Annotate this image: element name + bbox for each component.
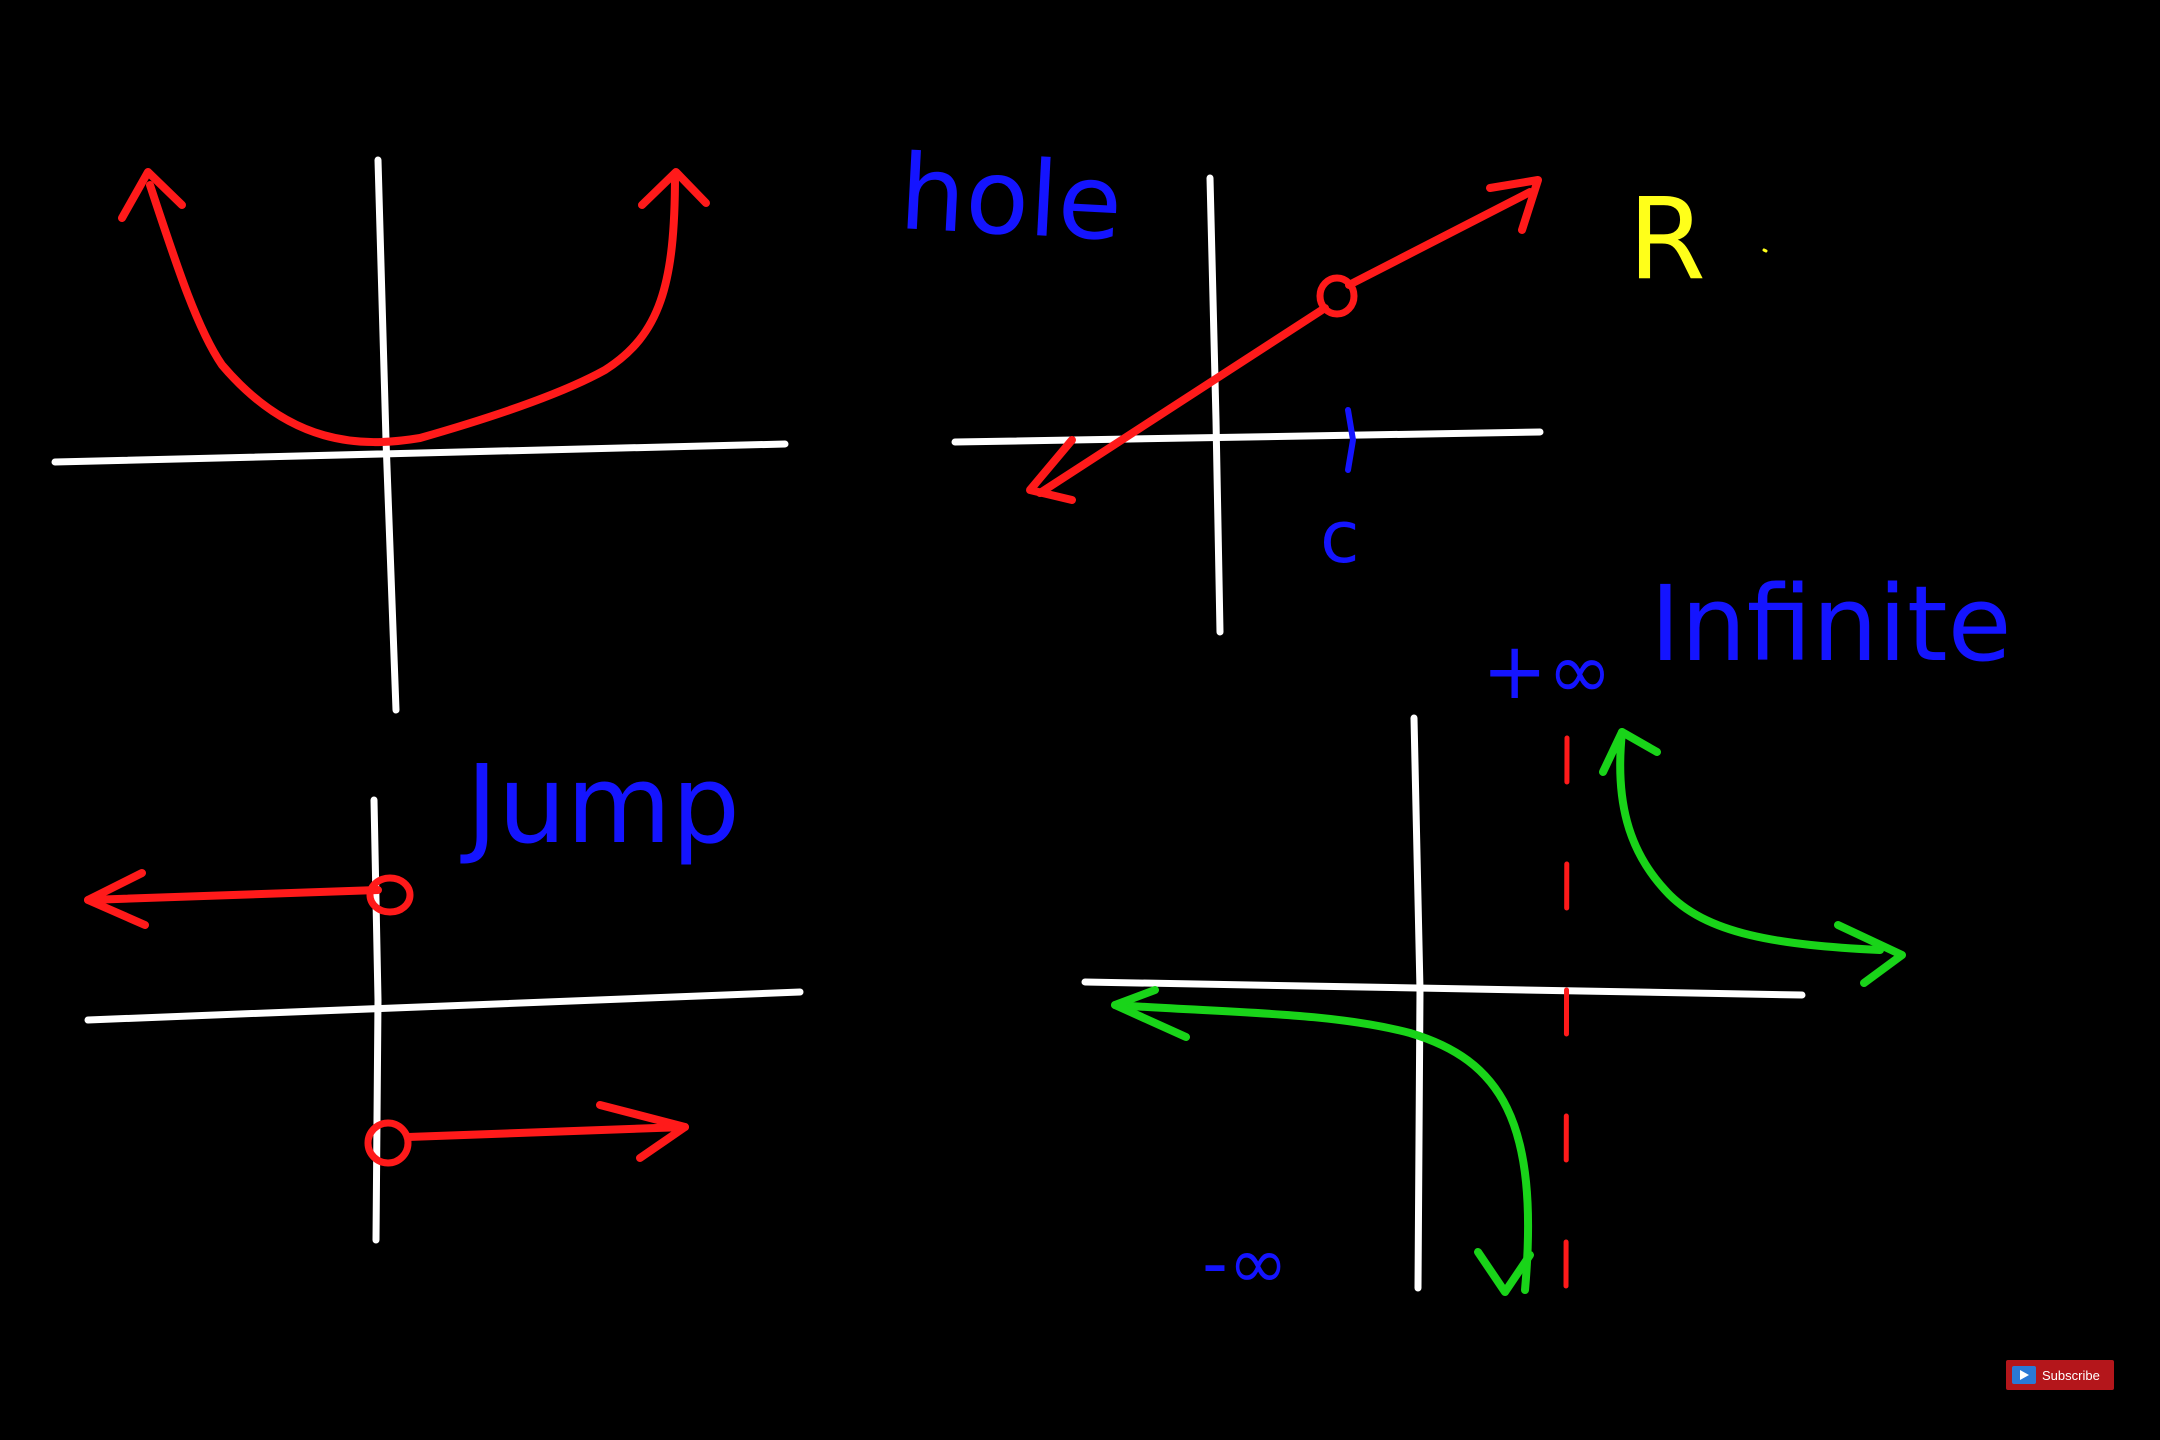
subscribe-button[interactable]: Subscribe [2006, 1360, 2114, 1390]
r-dot [1762, 248, 1768, 253]
right-branch-top-arrowhead [1599, 728, 1661, 776]
y-axis [1410, 714, 1424, 1292]
left-branch-curve [1111, 1001, 1533, 1294]
subscribe-label: Subscribe [2042, 1367, 2100, 1383]
continuous-parabola-graph [51, 156, 789, 714]
c-label: c [1320, 495, 1360, 579]
left-arrowhead [118, 168, 186, 222]
line-lower-segment [1036, 304, 1329, 497]
upper-ray-arrowhead [84, 869, 149, 929]
x-axis [84, 988, 804, 1024]
upper-open-circle [366, 874, 414, 916]
vertical-asymptote [1563, 735, 1570, 1293]
lower-open-circle [364, 1119, 412, 1167]
r-label: R [1628, 175, 1706, 305]
y-axis [370, 796, 382, 1244]
x-axis [951, 428, 1544, 446]
lower-ray [404, 1123, 689, 1141]
left-branch-bottom-arrowhead [1474, 1248, 1534, 1296]
play-icon [2012, 1366, 2036, 1384]
c-tick-mark [1345, 407, 1356, 473]
infinite-label: Infinite [1650, 563, 2012, 685]
upper-arrowhead [1486, 176, 1542, 234]
lower-arrowhead [1026, 436, 1076, 504]
hole-discontinuity-graph [951, 174, 1768, 636]
plus-infinity-label: +∞ [1482, 627, 1612, 717]
left-branch-left-arrowhead [1111, 986, 1190, 1041]
right-branch-curve [1616, 728, 1884, 954]
y-axis [374, 156, 400, 714]
x-axis [51, 440, 789, 466]
lower-ray-arrowhead [596, 1101, 689, 1162]
parabola-curve [146, 171, 679, 447]
right-branch-right-arrowhead [1834, 921, 1906, 987]
jump-label: Jump [460, 743, 740, 868]
right-arrowhead [638, 168, 710, 209]
y-axis [1206, 174, 1224, 636]
upper-ray [84, 886, 382, 904]
hole-open-circle [1316, 274, 1358, 318]
x-axis [1081, 978, 1806, 999]
minus-infinity-label: -∞ [1202, 1221, 1288, 1305]
hole-label: hole [897, 131, 1126, 264]
infinite-discontinuity-graph [1081, 714, 1906, 1296]
jump-discontinuity-graph [84, 796, 804, 1244]
line-upper-segment [1345, 188, 1534, 289]
